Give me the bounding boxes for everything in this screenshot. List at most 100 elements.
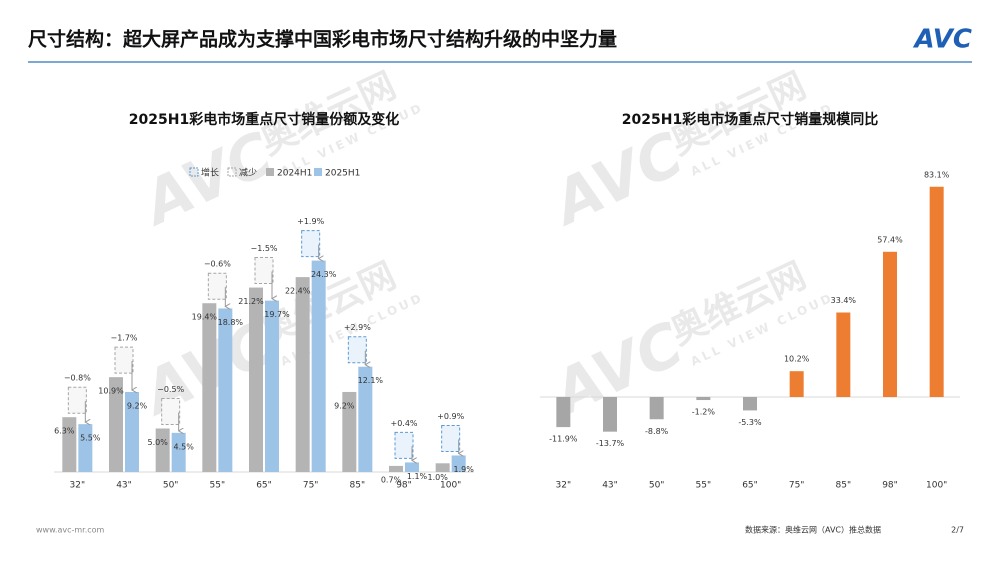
bar bbox=[249, 287, 263, 472]
x-tick-label: 43" bbox=[116, 481, 132, 491]
data-label: 22.4% bbox=[285, 287, 311, 296]
footer-source: 数据来源：奥维云网（AVC）推总数据 bbox=[745, 525, 881, 535]
change-box bbox=[441, 424, 461, 452]
x-tick-label: 50" bbox=[649, 481, 665, 491]
x-tick-label: 43" bbox=[602, 481, 618, 491]
change-box bbox=[254, 257, 274, 285]
data-label: 10.2% bbox=[784, 355, 810, 364]
legend-label: 减少 bbox=[239, 167, 257, 179]
data-label: 1.1% bbox=[407, 472, 428, 481]
bar bbox=[451, 455, 466, 472]
bar bbox=[836, 312, 851, 397]
data-label: 1.9% bbox=[454, 465, 475, 474]
change-box bbox=[301, 230, 321, 258]
change-box bbox=[114, 346, 134, 374]
logo: AVC bbox=[912, 25, 972, 55]
x-tick-label: 98" bbox=[396, 481, 412, 491]
bar bbox=[109, 377, 123, 472]
bar bbox=[358, 366, 373, 472]
data-label: 9.2% bbox=[334, 401, 355, 410]
data-label: 83.1% bbox=[924, 170, 950, 179]
data-label: 0.7% bbox=[381, 475, 402, 484]
legend-swatch bbox=[189, 167, 199, 177]
data-label: 10.9% bbox=[98, 387, 124, 396]
x-tick-label: 50" bbox=[163, 481, 179, 491]
data-label: 9.2% bbox=[127, 401, 148, 410]
data-label: 4.5% bbox=[174, 442, 195, 451]
bar bbox=[603, 397, 617, 432]
x-tick-label: 65" bbox=[742, 481, 758, 491]
data-label: 19.4% bbox=[192, 313, 218, 322]
legend-swatch bbox=[266, 168, 274, 176]
change-label: −1.5% bbox=[250, 244, 277, 253]
bar bbox=[649, 397, 664, 420]
change-label: −0.8% bbox=[64, 374, 91, 383]
data-label: 24.3% bbox=[311, 270, 337, 279]
change-label: +2.9% bbox=[344, 323, 371, 332]
bar bbox=[311, 260, 326, 472]
data-label: 57.4% bbox=[877, 235, 903, 244]
change-box bbox=[161, 398, 181, 425]
x-tick-label: 85" bbox=[350, 481, 366, 491]
bar bbox=[155, 428, 170, 472]
x-tick-label: 32" bbox=[556, 481, 572, 491]
data-label: 12.1% bbox=[358, 376, 384, 385]
bar bbox=[435, 463, 450, 472]
x-tick-label: 55" bbox=[696, 481, 712, 491]
change-box bbox=[347, 336, 367, 364]
change-label: −0.5% bbox=[157, 385, 184, 394]
legend-swatch bbox=[227, 167, 237, 177]
x-tick-label: 100" bbox=[926, 481, 947, 491]
change-label: +0.9% bbox=[437, 412, 464, 421]
footer-site: www.avc-mr.com bbox=[36, 526, 105, 535]
data-label: 5.0% bbox=[148, 438, 169, 447]
bar bbox=[389, 465, 403, 472]
data-label: 21.2% bbox=[238, 297, 264, 306]
x-tick-label: 85" bbox=[836, 481, 852, 491]
change-label: −0.6% bbox=[204, 260, 231, 269]
legend-label: 2024H1 bbox=[277, 169, 312, 179]
bar bbox=[789, 371, 804, 397]
data-label: -5.3% bbox=[738, 418, 762, 427]
bar bbox=[405, 462, 419, 472]
change-label: +0.4% bbox=[390, 419, 417, 428]
change-label: −1.7% bbox=[110, 334, 137, 343]
bar bbox=[929, 186, 944, 397]
data-label: 33.4% bbox=[831, 296, 857, 305]
bar bbox=[295, 277, 310, 472]
x-tick-label: 98" bbox=[882, 481, 898, 491]
bar bbox=[202, 303, 217, 472]
chart-title: 2025H1彩电市场重点尺寸销量规模同比 bbox=[622, 111, 878, 128]
change-label: +1.9% bbox=[297, 217, 324, 226]
bar bbox=[883, 251, 897, 397]
x-tick-label: 32" bbox=[70, 481, 86, 491]
data-label: -13.7% bbox=[596, 439, 625, 448]
bar bbox=[78, 424, 93, 472]
data-label: 5.5% bbox=[80, 434, 101, 443]
x-tick-label: 75" bbox=[303, 481, 319, 491]
x-tick-label: 75" bbox=[789, 481, 805, 491]
page-number: 2/7 bbox=[951, 526, 964, 535]
bar bbox=[62, 417, 77, 472]
legend-swatch bbox=[314, 168, 322, 176]
data-label: 19.7% bbox=[264, 310, 290, 319]
change-box bbox=[207, 272, 227, 300]
x-tick-label: 65" bbox=[256, 481, 272, 491]
bar bbox=[125, 391, 139, 472]
change-box bbox=[67, 386, 87, 414]
legend-label: 2025H1 bbox=[325, 169, 360, 179]
data-label: 1.0% bbox=[428, 473, 449, 482]
data-label: 18.8% bbox=[218, 318, 244, 327]
slide-title: 尺寸结构：超大屏产品成为支撑中国彩电市场尺寸结构升级的中坚力量 bbox=[28, 28, 617, 51]
legend-label: 增长 bbox=[201, 167, 219, 179]
x-tick-label: 100" bbox=[440, 481, 461, 491]
data-label: -1.2% bbox=[692, 408, 716, 417]
x-tick-label: 55" bbox=[210, 481, 226, 491]
bar bbox=[218, 308, 233, 472]
bar bbox=[342, 391, 357, 472]
bar bbox=[171, 432, 186, 472]
data-label: -11.9% bbox=[549, 435, 578, 444]
chart-title: 2025H1彩电市场重点尺寸销量份额及变化 bbox=[129, 111, 399, 128]
